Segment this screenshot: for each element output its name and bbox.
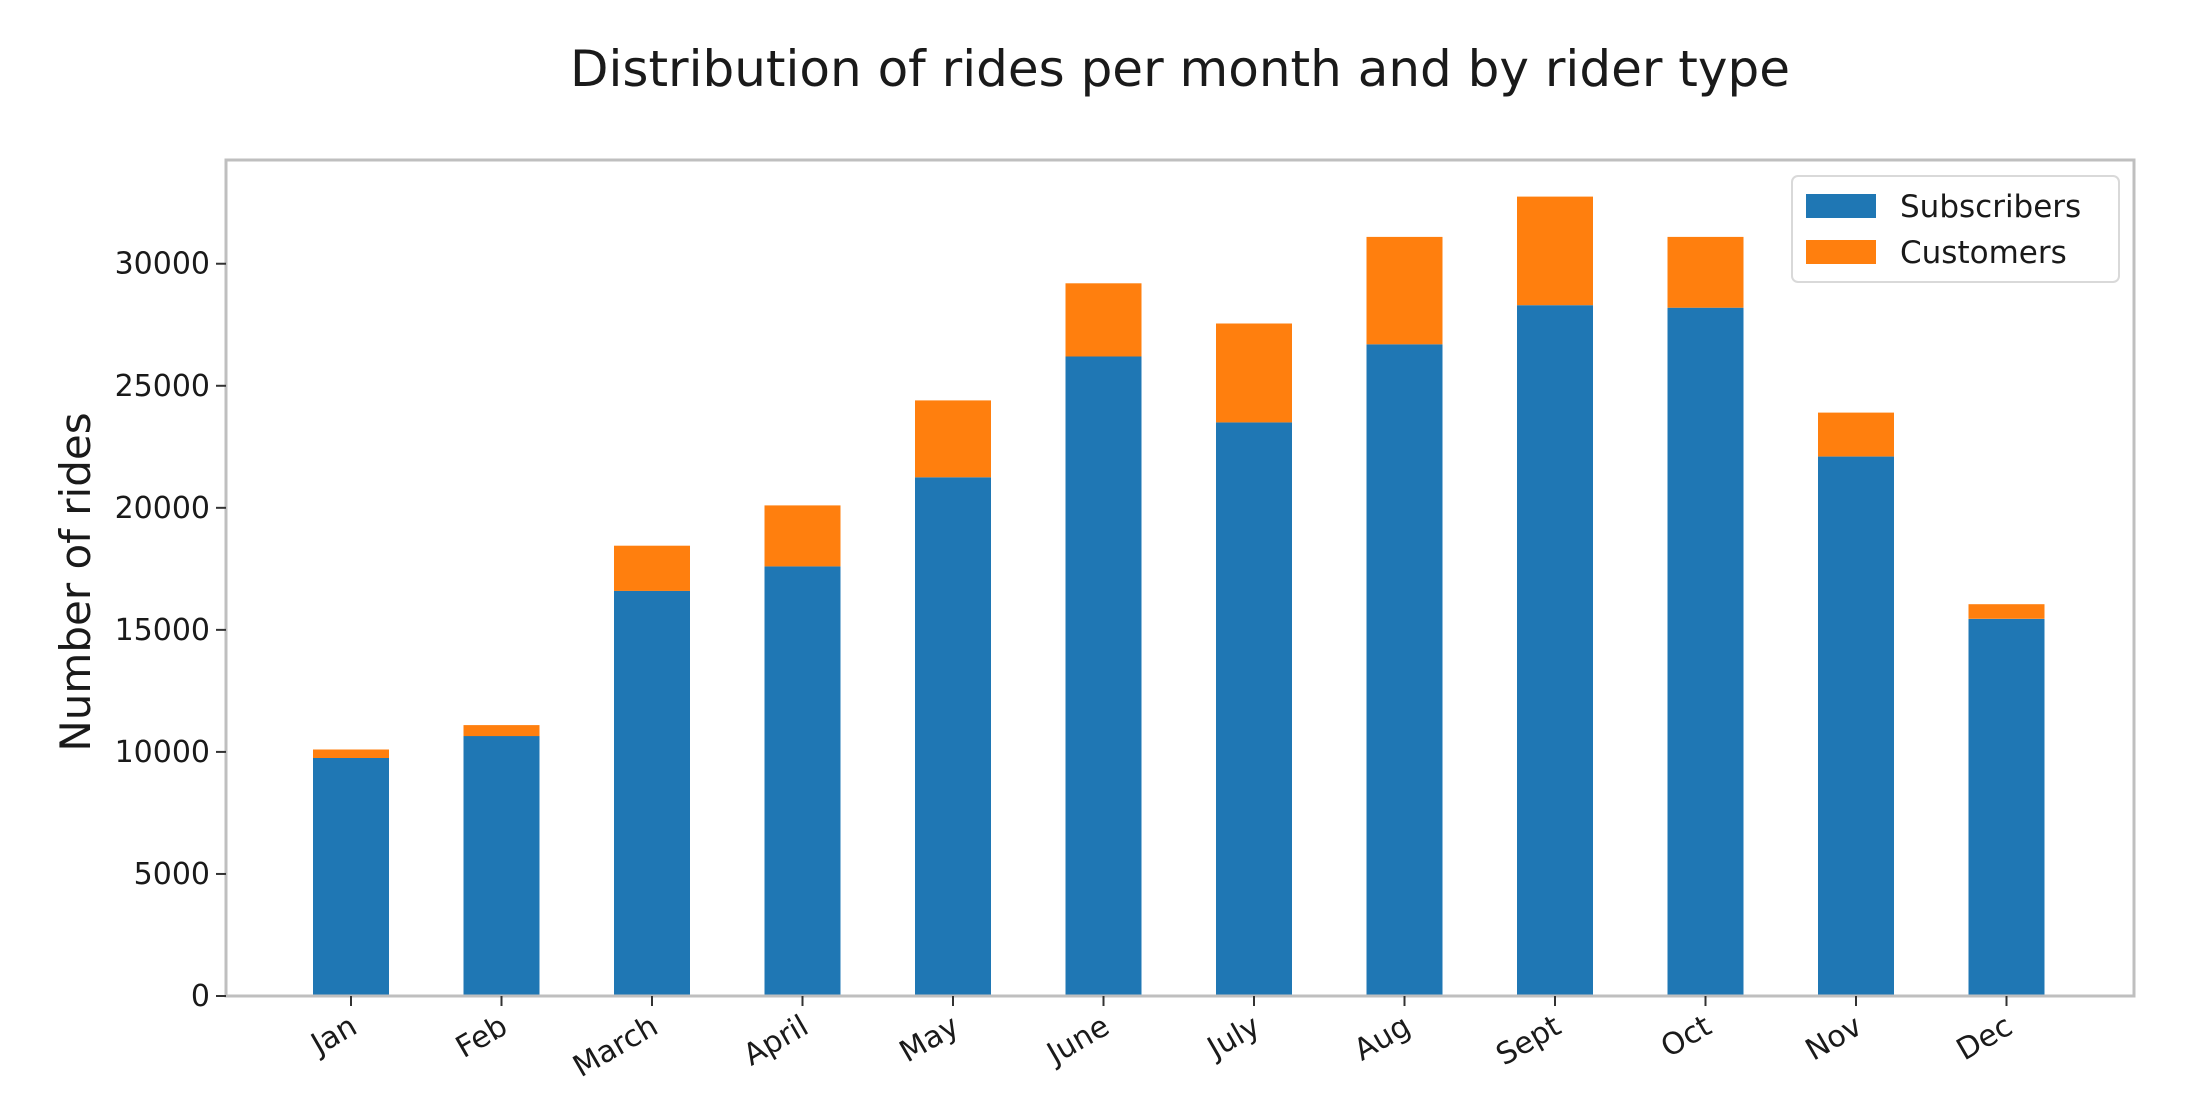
x-tick-label-nov: Nov — [1800, 1009, 1868, 1069]
bar-subscribers-sept — [1517, 305, 1593, 996]
bar-customers-feb — [463, 725, 540, 737]
y-axis: 0 5000 10000 15000 20000 25000 30000 — [115, 247, 226, 1014]
x-tick-label-dec: Dec — [1951, 1009, 2019, 1068]
y-tick-label-20000: 20000 — [115, 491, 210, 526]
x-tick-label-jan: Jan — [304, 1009, 363, 1063]
legend-swatch-subscribers — [1806, 194, 1876, 218]
x-tick-label-june: June — [1040, 1009, 1116, 1073]
bar-subscribers-feb — [463, 736, 540, 996]
bar-customers-dec — [1968, 604, 2045, 619]
bar-customers-jan — [313, 749, 389, 758]
bar-customers-nov — [1818, 412, 1894, 457]
y-tick-label-25000: 25000 — [115, 369, 210, 404]
bar-subscribers-jan — [313, 758, 389, 996]
x-tick-label-feb: Feb — [450, 1009, 514, 1066]
y-tick-label-15000: 15000 — [115, 613, 210, 648]
bar-subscribers-july — [1216, 422, 1292, 996]
legend-label-subscribers: Subscribers — [1900, 189, 2081, 225]
legend-label-customers: Customers — [1900, 235, 2067, 271]
legend-swatch-customers — [1806, 240, 1876, 264]
bar-customers-march — [614, 545, 690, 591]
chart-title: Distribution of rides per month and by r… — [570, 40, 1790, 98]
x-tick-label-oct: Oct — [1655, 1009, 1718, 1065]
bar-subscribers-oct — [1667, 307, 1744, 996]
bar-subscribers-may — [915, 477, 991, 996]
x-tick-label-aug: Aug — [1348, 1009, 1416, 1069]
bar-customers-aug — [1366, 236, 1443, 345]
bar-subscribers-march — [614, 590, 690, 996]
bar-customers-april — [764, 505, 841, 567]
bar-customers-july — [1216, 323, 1292, 423]
bar-customers-may — [915, 400, 991, 478]
y-tick-label-30000: 30000 — [115, 247, 210, 282]
bar-subscribers-june — [1065, 356, 1142, 996]
legend: Subscribers Customers — [1791, 175, 2120, 283]
y-axis-label: Number of rides — [51, 412, 100, 751]
bar-customers-june — [1065, 283, 1142, 357]
bar-subscribers-nov — [1818, 456, 1894, 997]
x-axis: Jan Feb March April May June July Aug Sept Oct Nov… — [304, 996, 2019, 1085]
y-tick-label-0: 0 — [191, 979, 210, 1014]
bars-group — [313, 196, 2045, 997]
x-tick-label-march: March — [567, 1009, 664, 1085]
x-tick-label-sept: Sept — [1490, 1009, 1567, 1074]
bar-customers-oct — [1667, 236, 1744, 308]
bar-subscribers-dec — [1968, 618, 2045, 996]
x-tick-label-july: July — [1200, 1009, 1266, 1067]
plot-area-frame — [224, 158, 2136, 998]
bar-subscribers-april — [764, 566, 841, 996]
bar-subscribers-aug — [1366, 344, 1443, 996]
x-tick-label-april: April — [738, 1009, 815, 1074]
x-tick-label-may: May — [894, 1009, 965, 1070]
y-tick-label-10000: 10000 — [115, 735, 210, 770]
y-tick-label-5000: 5000 — [134, 857, 210, 892]
bar-customers-sept — [1517, 196, 1593, 306]
